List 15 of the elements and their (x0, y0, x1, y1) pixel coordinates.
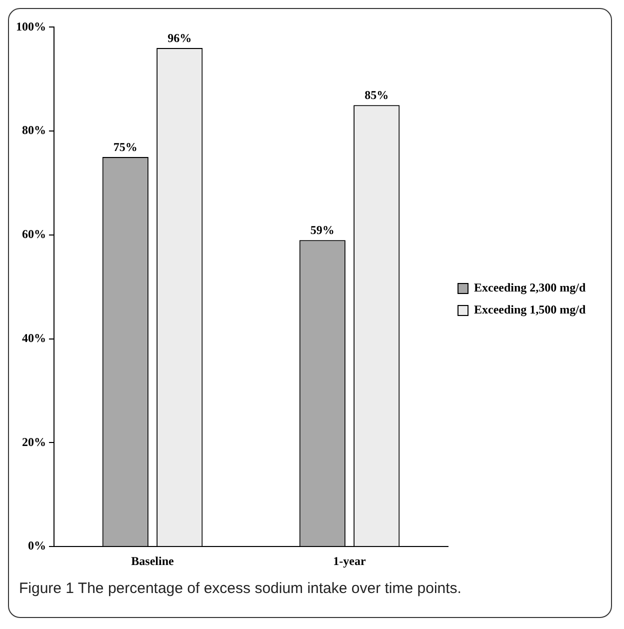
legend-label: Exceeding 1,500 mg/d (474, 302, 586, 317)
legend-label: Exceeding 2,300 mg/d (474, 280, 586, 295)
data-label: 85% (364, 88, 389, 102)
data-label: 75% (113, 140, 138, 154)
x-tick-label: 1-year (333, 554, 366, 568)
y-tick-label: 0% (28, 538, 46, 553)
y-tick-label: 80% (22, 123, 46, 138)
y-tick-label: 40% (22, 330, 46, 345)
y-tick-label: 60% (22, 227, 46, 242)
caption: Figure 1 The percentage of excess sodium intake over time points. (18, 580, 462, 597)
y-tick-label: 100% (16, 19, 46, 34)
data-label: 96% (168, 31, 192, 46)
x-tick-label: Baseline (131, 554, 175, 568)
data-label: 59% (310, 223, 334, 238)
y-tick-label: 20% (22, 434, 46, 449)
